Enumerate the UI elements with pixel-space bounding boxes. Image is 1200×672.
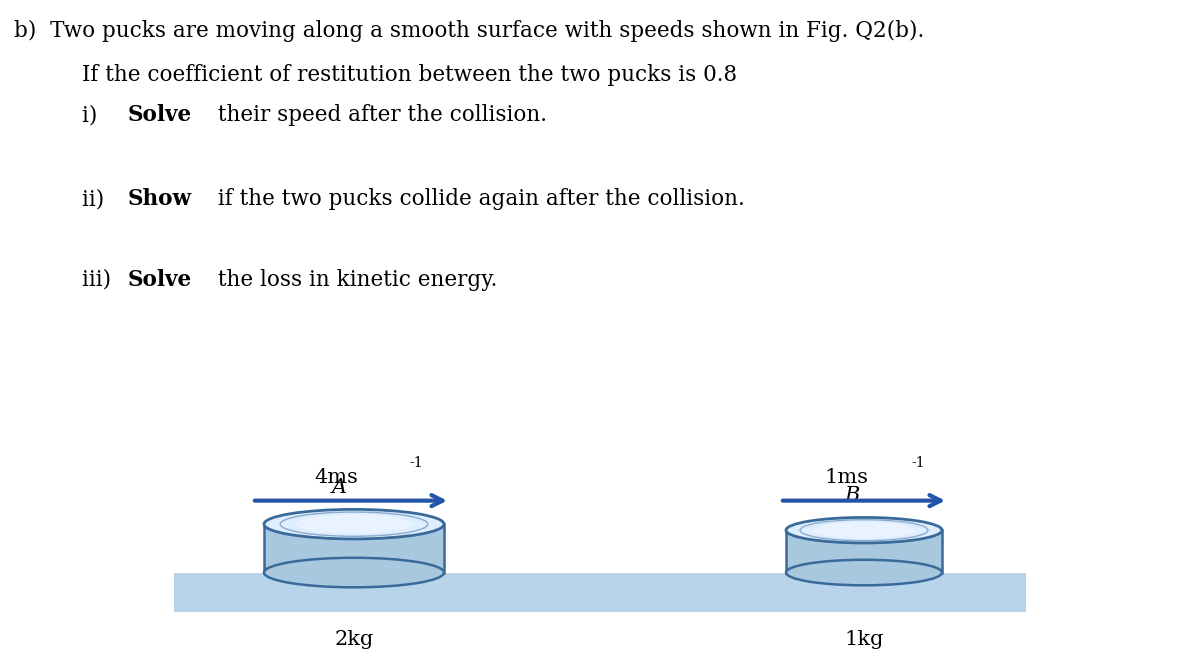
Text: 4ms: 4ms bbox=[314, 468, 358, 487]
Text: -1: -1 bbox=[409, 456, 424, 470]
Ellipse shape bbox=[295, 515, 413, 534]
Text: Show: Show bbox=[128, 188, 192, 210]
Polygon shape bbox=[264, 524, 444, 573]
Ellipse shape bbox=[786, 560, 942, 585]
Text: iii): iii) bbox=[82, 269, 118, 291]
Text: the loss in kinetic energy.: the loss in kinetic energy. bbox=[211, 269, 497, 291]
Text: 1ms: 1ms bbox=[824, 468, 868, 487]
Text: Solve: Solve bbox=[128, 269, 192, 291]
Ellipse shape bbox=[814, 522, 914, 538]
Text: Solve: Solve bbox=[128, 104, 192, 126]
Text: 1kg: 1kg bbox=[845, 630, 883, 649]
Polygon shape bbox=[174, 573, 1026, 612]
Text: i): i) bbox=[82, 104, 118, 126]
Text: B: B bbox=[845, 487, 859, 505]
Text: b)  Two pucks are moving along a smooth surface with speeds shown in Fig. Q2(b).: b) Two pucks are moving along a smooth s… bbox=[14, 20, 925, 42]
Text: 2kg: 2kg bbox=[335, 630, 373, 649]
Ellipse shape bbox=[264, 558, 444, 587]
Ellipse shape bbox=[786, 517, 942, 543]
Polygon shape bbox=[786, 530, 942, 573]
Ellipse shape bbox=[264, 509, 444, 539]
Text: ii): ii) bbox=[82, 188, 118, 210]
Text: their speed after the collision.: their speed after the collision. bbox=[211, 104, 547, 126]
Text: -1: -1 bbox=[911, 456, 925, 470]
Text: if the two pucks collide again after the collision.: if the two pucks collide again after the… bbox=[211, 188, 744, 210]
Text: A: A bbox=[332, 478, 347, 497]
Text: If the coefficient of restitution between the two pucks is 0.8: If the coefficient of restitution betwee… bbox=[82, 64, 737, 86]
